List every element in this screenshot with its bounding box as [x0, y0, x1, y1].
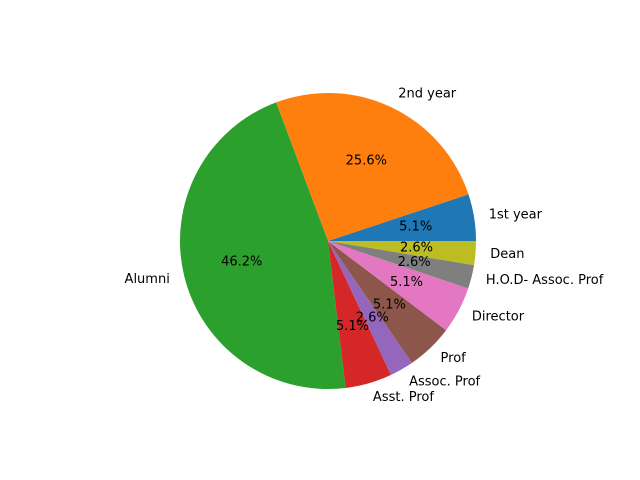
slice-label-alumni: Alumni [125, 272, 170, 287]
pie-slice-director [328, 241, 469, 331]
slice-percent-h-o-d-assoc-prof: 2.6% [398, 255, 431, 270]
slice-label-2nd-year: 2nd year [398, 87, 457, 102]
labels-layer: 1st year 5.1% 2nd year 25.6% Alumni 46.2% Asst… [125, 87, 604, 405]
slice-label-h-o-d-assoc-prof: H.O.D- Assoc. Prof [486, 273, 604, 288]
pie-slice-assoc-prof [328, 241, 412, 375]
slice-percent-asst-prof: 5.1% [336, 319, 369, 334]
pie-slice-h-o-d-assoc-prof [328, 241, 475, 289]
pie-slice-2nd-year [276, 93, 469, 241]
slice-label-assoc-prof: Assoc. Prof [409, 375, 480, 390]
slice-percent-director: 5.1% [390, 275, 423, 290]
pie-slice-asst-prof [328, 241, 392, 388]
slice-percent-1st-year: 5.1% [399, 219, 432, 234]
slice-percent-dean: 2.6% [400, 241, 433, 256]
slice-percent-alumni: 46.2% [221, 255, 262, 270]
pie-slice-dean [328, 241, 476, 266]
slice-label-dean: Dean [490, 247, 524, 262]
slice-percent-assoc-prof: 2.6% [356, 310, 389, 325]
slice-label-asst-prof: Asst. Prof [373, 390, 434, 405]
pie-slice-alumni [179, 102, 346, 389]
pie-slice-1st-year [328, 194, 476, 241]
slice-label-prof: Prof [441, 351, 467, 366]
slice-percent-prof: 5.1% [373, 298, 406, 313]
slice-label-director: Director [472, 310, 525, 325]
slice-percent-2nd-year: 25.6% [346, 153, 387, 168]
slice-label-1st-year: 1st year [489, 208, 543, 223]
pie-slice-prof [328, 241, 447, 363]
slices-layer [179, 93, 476, 389]
